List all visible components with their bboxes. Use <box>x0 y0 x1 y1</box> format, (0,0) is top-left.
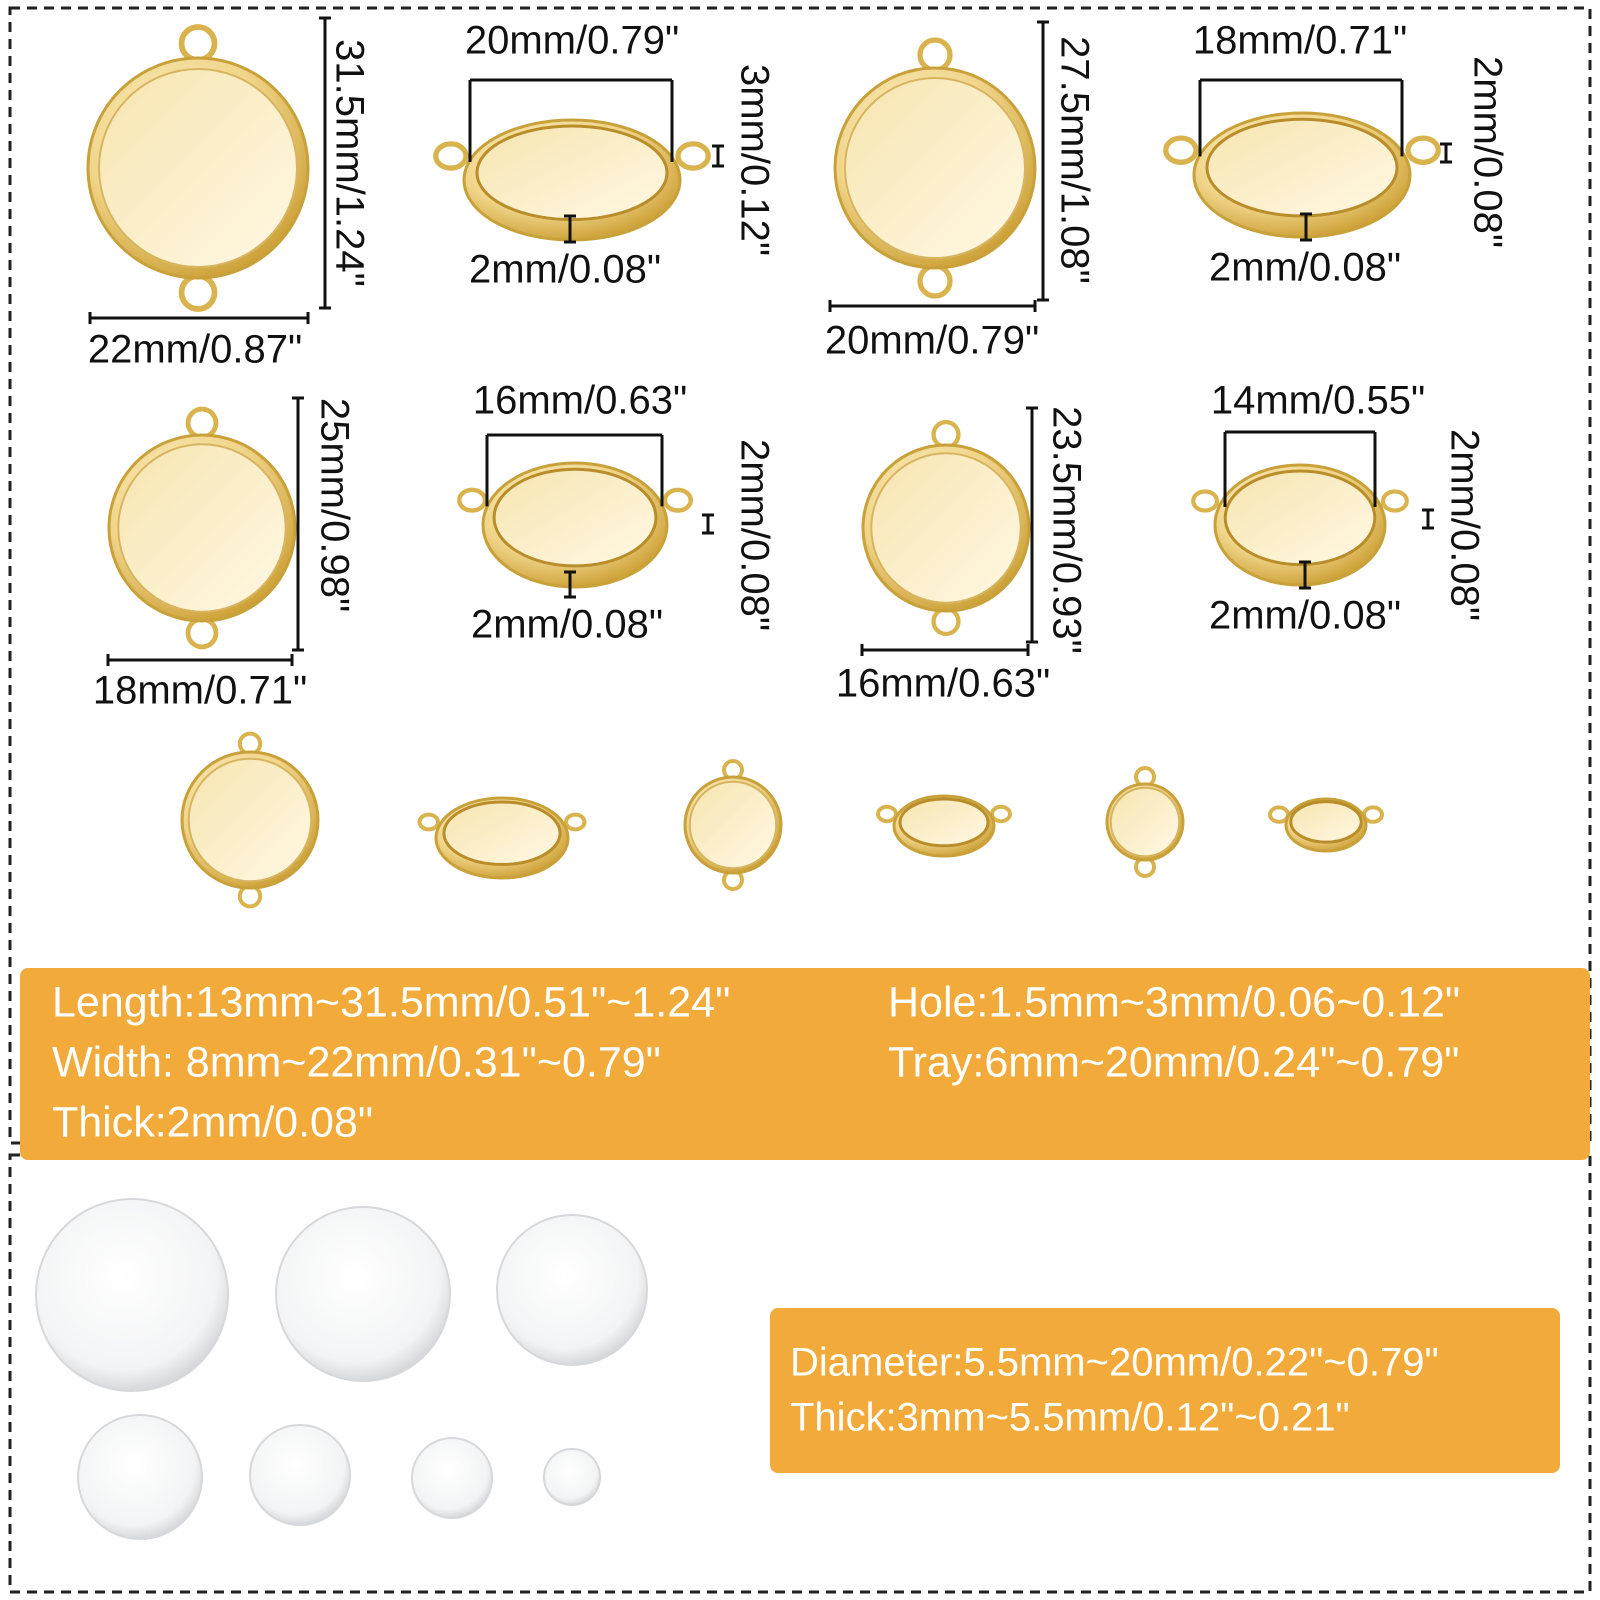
dimension-label: 18mm/0.71" <box>93 669 307 713</box>
bezel-tray <box>1109 786 1181 858</box>
dimension-label: 31.5mm/1.24" <box>327 39 371 287</box>
jump-ring <box>178 273 218 312</box>
bezel-tray <box>1205 117 1399 218</box>
jump-ring <box>1380 489 1409 513</box>
bezel-tray <box>844 77 1026 259</box>
spec-thick: Thick:2mm/0.08" <box>52 1098 373 1146</box>
dimension-label: 25mm/0.98" <box>312 398 356 612</box>
jump-ring <box>1163 135 1199 165</box>
glass-cabochon <box>411 1437 493 1519</box>
dimension-label: 18mm/0.71" <box>1193 19 1407 63</box>
jump-ring <box>675 141 711 171</box>
jump-ring <box>456 487 488 513</box>
dimension-label: 3mm/0.12" <box>732 64 776 256</box>
bezel-tray <box>492 467 658 568</box>
dimension-label: 14mm/0.55" <box>1211 379 1425 423</box>
glass-cabochon <box>496 1214 648 1366</box>
glass-cabochon <box>275 1206 451 1382</box>
dimension-label: 20mm/0.79" <box>825 319 1039 363</box>
jump-ring <box>662 487 694 513</box>
spec-length: Length:13mm~31.5mm/0.51"~1.24" <box>52 978 730 1026</box>
bezel-tray <box>442 800 562 866</box>
jump-ring <box>185 616 219 650</box>
bezel-tray <box>898 797 990 848</box>
dimension-label: 27.5mm/1.08" <box>1052 36 1096 284</box>
dimension-label: 22mm/0.87" <box>88 328 302 372</box>
spec-hole: Hole:1.5mm~3mm/0.06~0.12" <box>888 978 1460 1026</box>
dimension-label: 2mm/0.08" <box>1209 594 1401 638</box>
bezel-tray <box>475 124 669 222</box>
jump-ring <box>1191 489 1220 513</box>
jump-ring <box>185 406 219 440</box>
spec-box <box>20 968 1590 1160</box>
cabochon-diameter: Diameter:5.5mm~20mm/0.22"~0.79" <box>790 1341 1439 1385</box>
bezel-tray <box>1289 800 1363 844</box>
jump-ring <box>1405 135 1441 165</box>
glass-cabochon <box>543 1448 601 1506</box>
jump-ring <box>917 37 953 73</box>
dimension-label: 2mm/0.08" <box>1442 429 1486 621</box>
spec-width: Width: 8mm~22mm/0.31"~0.79" <box>52 1038 661 1086</box>
jump-ring <box>417 812 441 832</box>
jump-ring <box>433 141 469 171</box>
glass-cabochon <box>77 1414 203 1540</box>
bezel-tray <box>870 452 1022 604</box>
dimension-label: 23.5mm/0.93" <box>1044 406 1088 654</box>
jump-ring <box>990 804 1012 824</box>
dimension-label: 20mm/0.79" <box>465 19 679 63</box>
spec-tray: Tray:6mm~20mm/0.24"~0.79" <box>888 1038 1459 1086</box>
dimension-label: 2mm/0.08" <box>1209 246 1401 290</box>
bezel-tray <box>1223 469 1377 567</box>
jump-ring <box>931 419 961 450</box>
bezel-tray <box>688 780 778 870</box>
dimension-label: 16mm/0.63" <box>836 662 1050 706</box>
jump-ring <box>178 24 218 63</box>
bezel-tray <box>187 757 313 883</box>
dimension-label: 16mm/0.63" <box>473 379 687 423</box>
glass-cabochon <box>249 1424 351 1526</box>
glass-cabochon <box>35 1198 229 1392</box>
jump-ring <box>564 812 587 832</box>
dimension-label: 2mm/0.08" <box>1465 56 1509 248</box>
spec-box <box>770 1308 1560 1473</box>
cabochon-thick: Thick:3mm~5.5mm/0.12"~0.21" <box>790 1396 1350 1440</box>
bezel-tray <box>98 68 298 268</box>
bezel-tray <box>117 443 287 613</box>
dimension-label: 2mm/0.08" <box>469 248 661 292</box>
dimension-label: 2mm/0.08" <box>732 439 776 631</box>
jump-ring <box>876 804 898 824</box>
jump-ring <box>931 606 961 637</box>
dimension-label: 2mm/0.08" <box>471 603 663 647</box>
jump-ring <box>917 263 953 299</box>
